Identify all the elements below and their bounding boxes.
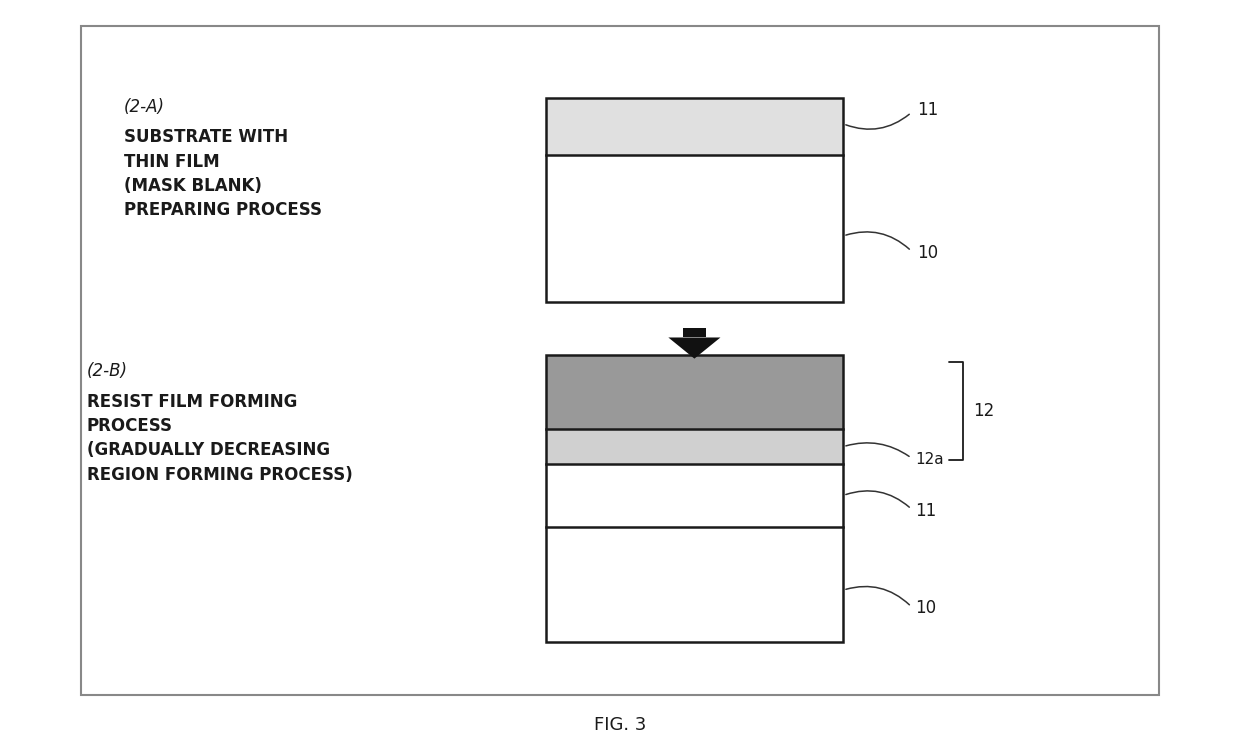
Text: 11: 11 [918,101,939,119]
Bar [546,527,843,642]
Bar [546,156,843,302]
Bar [81,26,1159,695]
Text: 12a: 12a [915,452,944,467]
Text: 11: 11 [915,501,936,519]
Bar [546,98,843,302]
Text: 12: 12 [973,402,994,421]
Text: (2-B): (2-B) [87,362,128,381]
Polygon shape [668,337,720,359]
Bar [546,355,843,642]
Text: 10: 10 [915,599,936,618]
Bar [546,355,843,430]
Bar [546,430,843,464]
Text: RESIST FILM FORMING
PROCESS
(GRADUALLY DECREASING
REGION FORMING PROCESS): RESIST FILM FORMING PROCESS (GRADUALLY D… [87,393,352,483]
Bar [683,328,706,337]
Bar [546,464,843,527]
Text: (2-A): (2-A) [124,98,165,116]
Text: FIG. 3: FIG. 3 [594,716,646,734]
Text: SUBSTRATE WITH
THIN FILM
(MASK BLANK)
PREPARING PROCESS: SUBSTRATE WITH THIN FILM (MASK BLANK) PR… [124,128,322,219]
Text: 10: 10 [918,244,939,261]
Bar [546,98,843,156]
